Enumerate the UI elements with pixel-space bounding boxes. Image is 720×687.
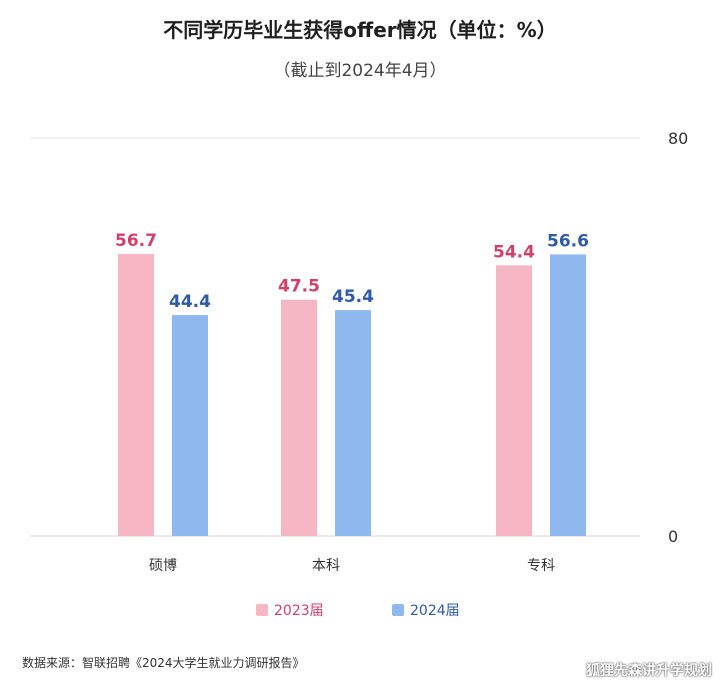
data-label: 44.4	[169, 292, 211, 312]
chart-title: 不同学历毕业生获得offer情况（单位：%）	[163, 18, 557, 42]
y-tick-label: 0	[668, 527, 678, 546]
bar-2024届-本科	[335, 310, 371, 536]
bar-2023届-本科	[281, 299, 317, 536]
bar-2024届-硕博	[172, 315, 208, 536]
bar-2023届-硕博	[118, 253, 154, 537]
legend-swatch-2023	[256, 604, 268, 616]
x-tick-label: 专科	[527, 558, 555, 574]
data-label: 47.5	[278, 277, 320, 297]
legend-swatch-2024	[392, 604, 404, 616]
legend-item-2024: 2024届	[392, 600, 460, 620]
x-tick-label: 硕博	[149, 557, 177, 574]
data-label: 56.7	[115, 231, 157, 251]
chart-subtitle: （截止到2024年4月）	[273, 61, 447, 81]
y-tick-label: 80	[668, 129, 688, 148]
data-label: 45.4	[332, 287, 374, 307]
bar-2024届-专科	[550, 254, 586, 537]
data-label: 54.4	[493, 242, 535, 262]
legend-label-2023: 2023届	[274, 603, 324, 619]
x-tick-label: 本科	[312, 558, 340, 574]
bar-chart: 80 0 56.7 44.4 硕博 47.5 45.4 本科 54.4 56.6 专科	[30, 129, 688, 574]
source-note: 数据来源：智联招聘《2024大学生就业力调研报告》	[22, 656, 305, 670]
legend-label-2024: 2024届	[410, 603, 460, 619]
data-label: 56.6	[547, 231, 589, 251]
bar-2023届-专科	[496, 265, 532, 536]
legend-item-2023: 2023届	[256, 600, 324, 620]
watermark: 狐狸先森讲升学规划	[586, 663, 712, 679]
